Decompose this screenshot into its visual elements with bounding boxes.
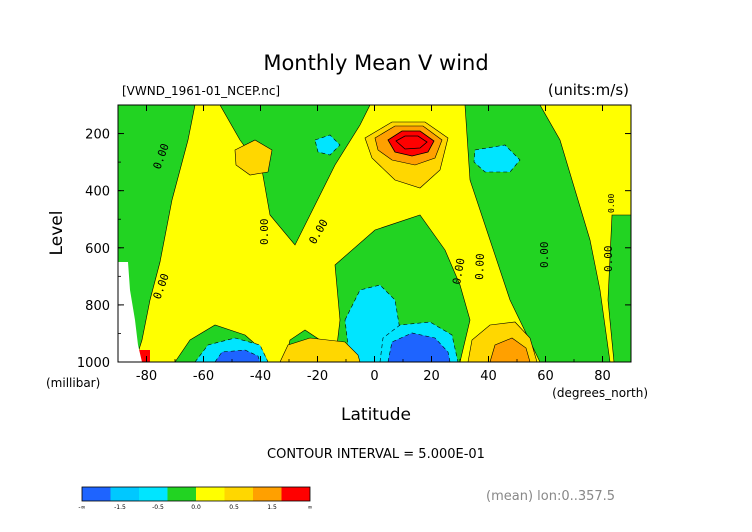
footer-note: (mean) lon:0..357.5: [486, 489, 615, 504]
y-axis: 200 400 600 800 1000: [77, 104, 631, 371]
source-label: [VWND_1961-01_NCEP.nc]: [122, 84, 280, 98]
y-unit-label: (millibar): [46, 376, 100, 390]
x-tick-label: 80: [594, 369, 611, 384]
contour-fill-negative-west: [118, 105, 196, 362]
colorbar-tick-label: -0.5: [152, 504, 164, 511]
colorbar-tick-label: 0.5: [229, 504, 239, 511]
contour-fill-darkorange-lower: [489, 337, 531, 362]
x-axis-label: Latitude: [341, 405, 411, 425]
colorbar-tick-label: -1.5: [114, 504, 126, 511]
plot-area: [118, 105, 631, 362]
x-tick-label: 40: [480, 369, 497, 384]
y-tick-label: 1000: [77, 356, 110, 371]
contour-fill-orange-upper-south: [234, 139, 273, 176]
y-tick-label: 800: [85, 299, 110, 314]
colorbar-swatch: [281, 487, 310, 501]
colorbar-tick-label: -∞: [78, 504, 85, 511]
x-tick-label: 0: [370, 369, 378, 384]
x-tick-label: -40: [250, 369, 271, 384]
colorbar-swatch: [139, 487, 168, 501]
colorbar-tick-label: ∞: [308, 504, 313, 511]
contour-fill-red-maximum: [387, 130, 435, 157]
colorbar-swatch: [253, 487, 282, 501]
x-tick-label: -20: [307, 369, 328, 384]
chart-title: Monthly Mean V wind: [263, 51, 488, 75]
colorbar-swatch: [224, 487, 253, 501]
colorbar: -∞ -1.5 -0.5 0.0 0.5 1.5 ∞: [78, 486, 313, 511]
contour-label: 0.00: [473, 253, 487, 280]
contour-label: 0.00: [538, 242, 551, 269]
x-axis: -80 -60 -40 -20 0 20 40 60 80: [117, 105, 632, 384]
contour-label: 0.00: [607, 194, 616, 213]
contour-label: 0.00: [450, 257, 467, 285]
masked-region: [118, 262, 142, 362]
colorbar-tick-label: 1.5: [267, 504, 277, 511]
colorbar-swatch: [82, 487, 111, 501]
contour-fill-negative-far-east: [607, 214, 631, 362]
contour-fill-blue-minimum-south: [214, 349, 261, 362]
colorbar-frame: [81, 486, 311, 502]
colorbar-tick-label: 0.0: [191, 504, 201, 511]
x-tick-label: 60: [537, 369, 554, 384]
contour-label: 0.00: [258, 219, 271, 246]
contour-interval-text: CONTOUR INTERVAL = 5.000E-01: [267, 447, 485, 462]
colorbar-swatch: [196, 487, 225, 501]
colorbar-swatch: [110, 487, 139, 501]
colorbar-swatch: [167, 487, 196, 501]
x-tick-label: 20: [423, 369, 440, 384]
contour-fill-blue-minimum-north: [387, 332, 451, 362]
y-tick-label: 400: [85, 185, 110, 200]
x-unit-label: (degrees_north): [552, 386, 648, 400]
y-tick-label: 200: [85, 128, 110, 143]
y-tick-label: 600: [85, 242, 110, 257]
contour-fill-cyan-upper-west: [314, 134, 341, 156]
x-tick-label: -80: [136, 369, 157, 384]
contour-line-red-inner: [395, 135, 428, 150]
x-tick-label: -60: [193, 369, 214, 384]
contour-fill-cyan-upper-east: [473, 144, 521, 173]
contour-fill-orange-lower-mid: [279, 337, 361, 362]
contour-label: 0.00: [602, 246, 615, 273]
units-label: (units:m/s): [548, 81, 629, 99]
y-axis-label: Level: [47, 211, 67, 256]
